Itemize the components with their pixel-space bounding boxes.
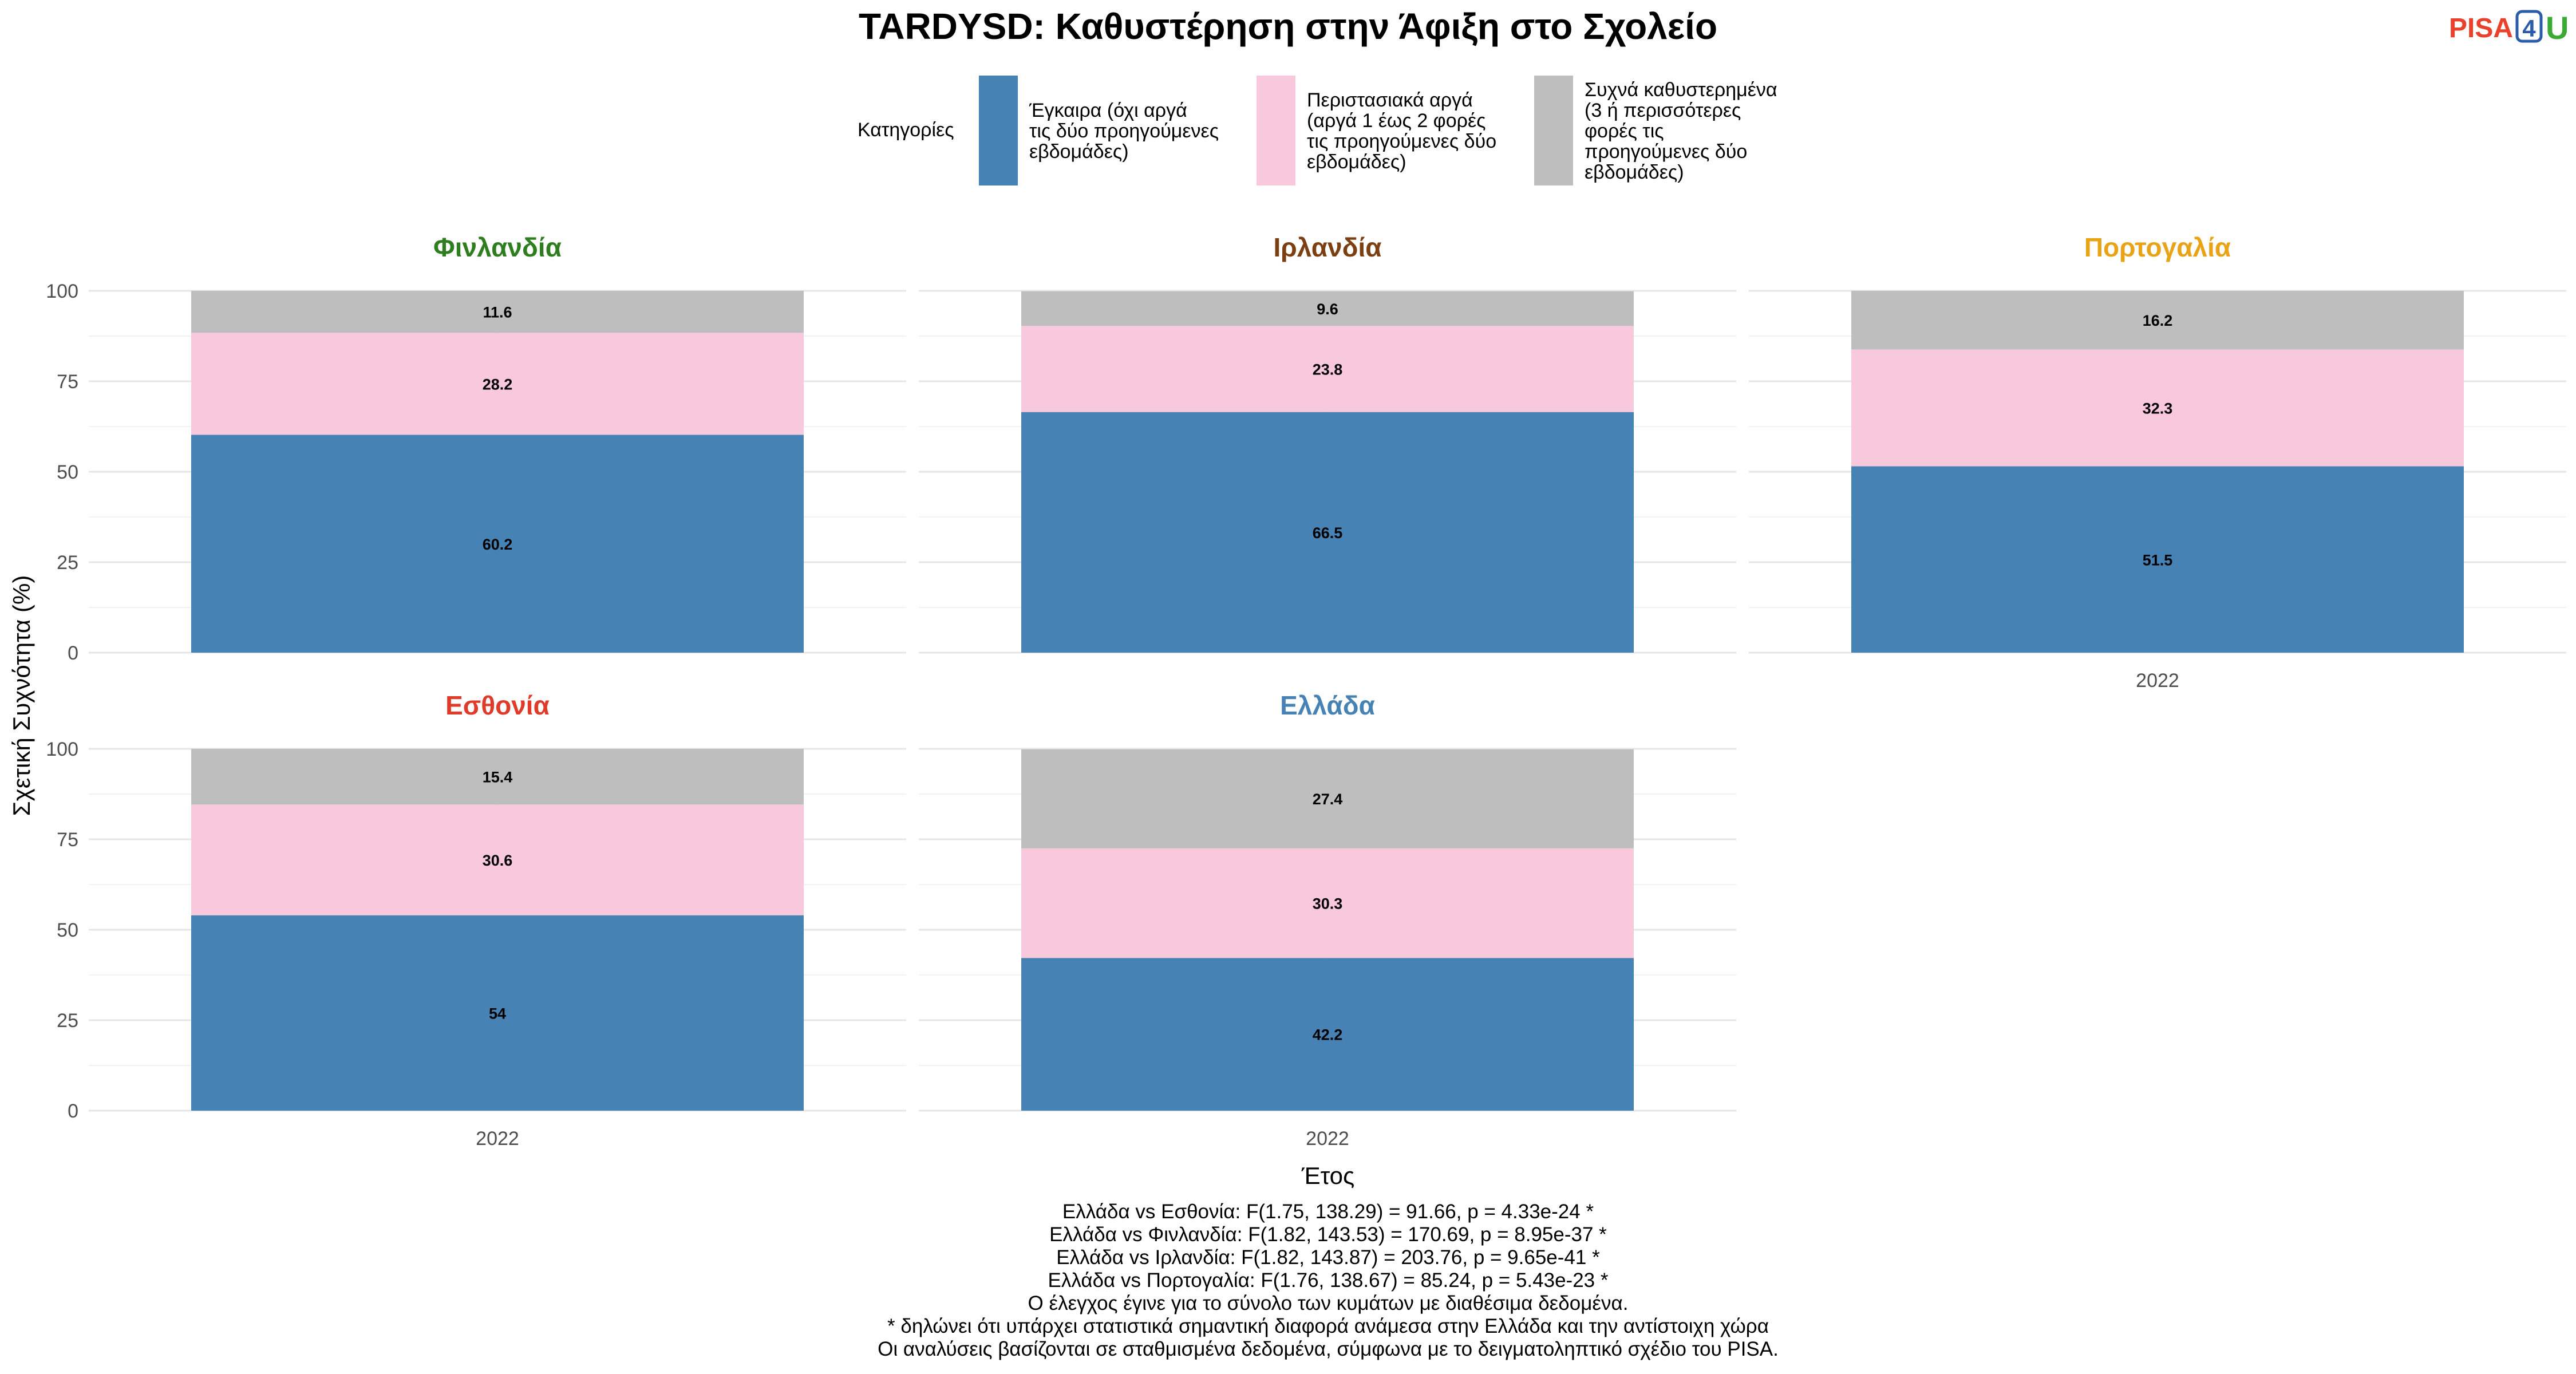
legend-label: Έγκαιρα (όχι αργά xyxy=(1029,100,1187,121)
caption-line: Ελλάδα vs Εσθονία: F(1.75, 138.29) = 91.… xyxy=(1062,1201,1594,1223)
data-label: 16.2 xyxy=(2143,312,2173,329)
caption-notes: Ελλάδα vs Εσθονία: F(1.75, 138.29) = 91.… xyxy=(878,1201,1779,1360)
legend-label: προηγούμενες δύο xyxy=(1585,141,1747,163)
data-label: 30.6 xyxy=(483,852,513,869)
logo-box xyxy=(2515,10,2543,43)
legend-key xyxy=(1257,76,1295,185)
bar-segment xyxy=(1851,466,2464,653)
y-tick-label: 50 xyxy=(57,919,78,941)
data-label: 15.4 xyxy=(483,769,513,786)
data-label: 32.3 xyxy=(2143,400,2173,417)
caption-line: Ελλάδα vs Φινλανδία: F(1.82, 143.53) = 1… xyxy=(1049,1223,1607,1246)
legend-label: Συχνά καθυστερημένα xyxy=(1585,79,1777,101)
y-tick-label: 25 xyxy=(57,1010,78,1032)
bar-segment xyxy=(1021,749,1634,848)
panel-title: Ιρλανδία xyxy=(1273,232,1381,262)
data-label: 51.5 xyxy=(2143,551,2173,568)
x-tick-label: 2022 xyxy=(2136,670,2179,692)
y-tick-label: 0 xyxy=(68,642,78,664)
legend-label: (3 ή περισσότερες xyxy=(1585,100,1741,121)
legend-label: Περιστασιακά αργά xyxy=(1307,89,1473,111)
bar-segment xyxy=(1021,291,1634,326)
data-label: 9.6 xyxy=(1317,301,1338,318)
data-label: 11.6 xyxy=(483,304,512,321)
legend-label: τις δύο προηγούμενες xyxy=(1029,120,1219,142)
data-label: 42.2 xyxy=(1313,1026,1343,1044)
pisa4u-logo: PISA 4 U xyxy=(2449,10,2569,46)
bar-segment xyxy=(1021,958,1634,1111)
bar-segment xyxy=(191,333,804,435)
panel-1: Ιρλανδία 66.5 23.8 9.6 xyxy=(919,232,1736,654)
bar-segment xyxy=(1021,326,1634,412)
legend-label: εβδομάδες) xyxy=(1585,161,1684,183)
legend-item: Συχνά καθυστερημένα(3 ή περισσότερεςφορέ… xyxy=(1534,76,1777,185)
data-label: 28.2 xyxy=(483,376,513,393)
data-label: 60.2 xyxy=(483,536,513,553)
data-label: 66.5 xyxy=(1313,524,1343,542)
data-label: 27.4 xyxy=(1313,791,1343,808)
panel-2: Πορτογαλία 51.5 32.3 16.2 2022 xyxy=(1749,232,2566,692)
legend-key xyxy=(1534,76,1573,185)
y-axis-title: Σχετική Συχνότητα (%) xyxy=(8,575,35,816)
panel-title: Εσθονία xyxy=(445,690,550,720)
bar-segment xyxy=(191,749,804,805)
y-tick-label: 50 xyxy=(57,461,78,483)
bar-segment xyxy=(1851,291,2464,350)
bar-segment xyxy=(191,915,804,1111)
legend-label: εβδομάδες) xyxy=(1029,141,1129,163)
logo-text-4: 4 xyxy=(2522,15,2536,42)
legend-key xyxy=(979,76,1018,185)
caption-line: Ελλάδα vs Ιρλανδία: F(1.82, 143.87) = 20… xyxy=(1056,1246,1600,1269)
data-label: 30.3 xyxy=(1313,895,1343,913)
data-label: 23.8 xyxy=(1313,361,1343,378)
caption-line: Ο έλεγχος έγινε για το σύνολο των κυμάτω… xyxy=(1028,1292,1629,1314)
y-tick-label: 0 xyxy=(68,1100,78,1122)
y-tick-label: 100 xyxy=(46,739,78,760)
x-tick-label: 2022 xyxy=(476,1128,519,1150)
panel-title: Φινλανδία xyxy=(433,232,562,262)
logo-text-u: U xyxy=(2546,10,2569,46)
y-tick-label: 100 xyxy=(46,281,78,302)
panel-4: Ελλάδα 42.2 30.3 27.4 2022 xyxy=(919,690,1736,1150)
legend-label: τις προηγούμενες δύο xyxy=(1307,131,1496,152)
panel-3: 0 25 50 75 100 Εσθονία 54 30.6 15.4 2022 xyxy=(46,690,906,1150)
y-tick-label: 25 xyxy=(57,552,78,574)
legend-label: (αργά 1 έως 2 φορές xyxy=(1307,110,1486,132)
chart-title: TARDYSD: Καθυστέρηση στην Άφιξη στο Σχολ… xyxy=(859,6,1717,47)
legend-title: Κατηγορίες xyxy=(858,119,954,141)
x-axis-title: Έτος xyxy=(1301,1162,1355,1189)
legend-label: φορές τις xyxy=(1585,120,1664,142)
caption-line: Ελλάδα vs Πορτογαλία: F(1.76, 138.67) = … xyxy=(1048,1269,1609,1292)
caption-line: * δηλώνει ότι υπάρχει στατιστικά σημαντι… xyxy=(887,1315,1769,1337)
legend-label: εβδομάδες) xyxy=(1307,151,1406,173)
facet-panels: 0 25 50 75 100 Φινλανδία 60.2 28.2 11.6 Ιρλανδία 6… xyxy=(46,232,2566,1150)
bar-segment xyxy=(191,435,804,653)
x-tick-label: 2022 xyxy=(1306,1128,1349,1150)
logo-text-pisa: PISA xyxy=(2449,13,2513,44)
bar-segment xyxy=(191,804,804,915)
bar-segment xyxy=(191,291,804,333)
panel-title: Πορτογαλία xyxy=(2084,232,2231,262)
legend-item: Περιστασιακά αργά(αργά 1 έως 2 φορέςτις … xyxy=(1257,76,1496,185)
bar-segment xyxy=(1021,848,1634,958)
y-tick-label: 75 xyxy=(57,371,78,393)
data-label: 54 xyxy=(489,1005,506,1022)
bar-segment xyxy=(1851,349,2464,467)
panel-0: 0 25 50 75 100 Φινλανδία 60.2 28.2 11.6 xyxy=(46,232,906,664)
bar-segment xyxy=(1021,412,1634,653)
caption-line: Οι αναλύσεις βασίζονται σε σταθμισμένα δ… xyxy=(878,1338,1779,1360)
panel-title: Ελλάδα xyxy=(1280,690,1375,720)
y-tick-label: 75 xyxy=(57,829,78,851)
